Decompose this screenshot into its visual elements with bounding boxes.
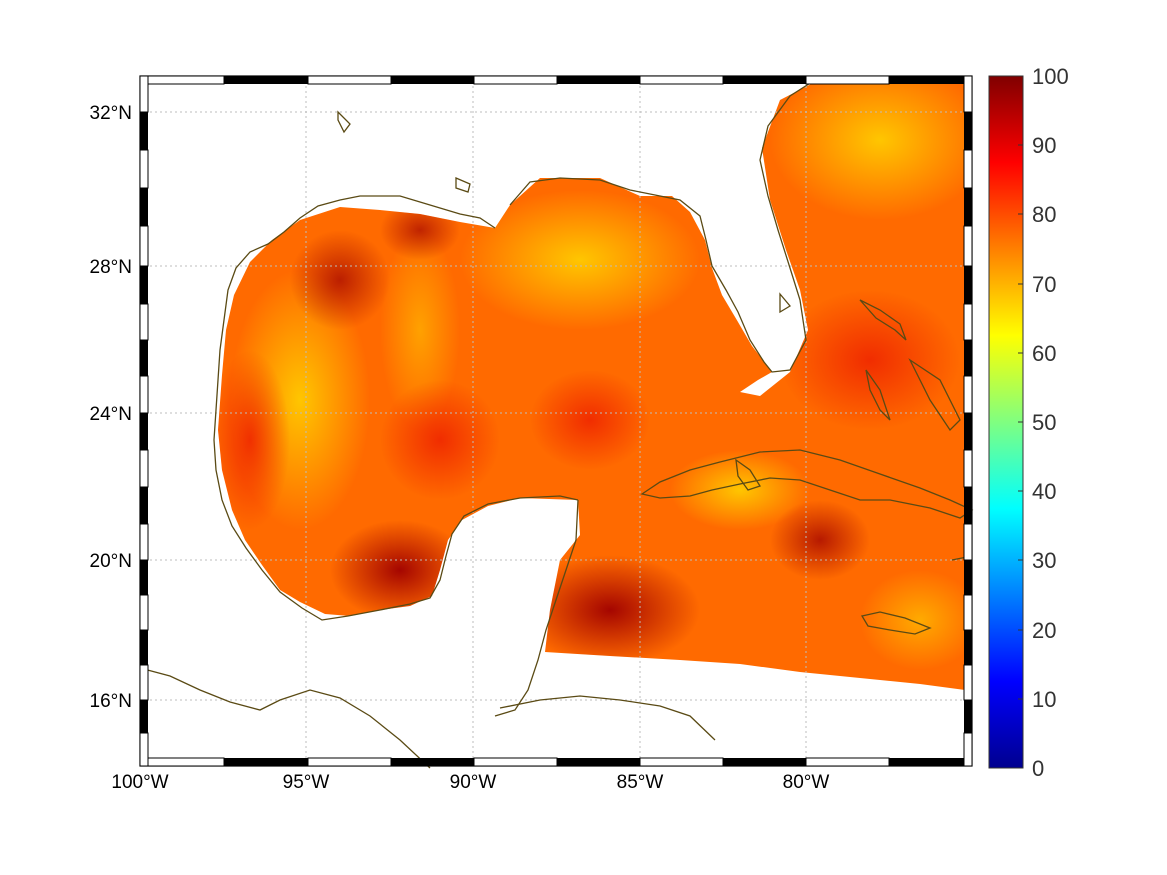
colorbar-label-30: 30 (1032, 548, 1056, 573)
x-tick-label-90w: 90°W (450, 772, 497, 793)
colorbar-label-80: 80 (1032, 202, 1056, 227)
colorbar-label-70: 70 (1032, 272, 1056, 297)
colorbar-label-60: 60 (1032, 341, 1056, 366)
y-tick-label-32n: 32°N (90, 103, 132, 124)
colorbar-label-50: 50 (1032, 410, 1056, 435)
grid-lines (140, 76, 972, 766)
y-tick-label-20n: 20°N (90, 551, 132, 572)
y-tick-labels: 32°N 28°N 24°N 20°N 16°N (90, 103, 132, 712)
x-tick-label-85w: 85°W (617, 772, 664, 793)
colorbar-label-100: 100 (1032, 64, 1069, 89)
map-frame (139, 75, 973, 767)
coastlines (139, 79, 974, 769)
colorbar-label-90: 90 (1032, 133, 1056, 158)
y-tick-label-24n: 24°N (90, 404, 132, 425)
y-tick-label-28n: 28°N (90, 257, 132, 278)
x-tick-label-100w: 100°W (111, 772, 168, 793)
x-tick-labels: 100°W 95°W 90°W 85°W 80°W (111, 772, 829, 793)
colorbar-label-40: 40 (1032, 479, 1056, 504)
colorbar-label-20: 20 (1032, 618, 1056, 643)
colorbar-label-10: 10 (1032, 687, 1056, 712)
y-tick-label-16n: 16°N (90, 691, 132, 712)
colorbar-label-0: 0 (1032, 756, 1044, 781)
x-tick-label-80w: 80°W (783, 772, 830, 793)
colorbar-ticks (1018, 75, 1023, 769)
colorbar: 100 90 80 70 60 50 40 30 20 10 0 (988, 64, 1069, 781)
data-field (218, 82, 965, 690)
x-tick-label-95w: 95°W (283, 772, 330, 793)
colorbar-gradient (988, 75, 1024, 769)
